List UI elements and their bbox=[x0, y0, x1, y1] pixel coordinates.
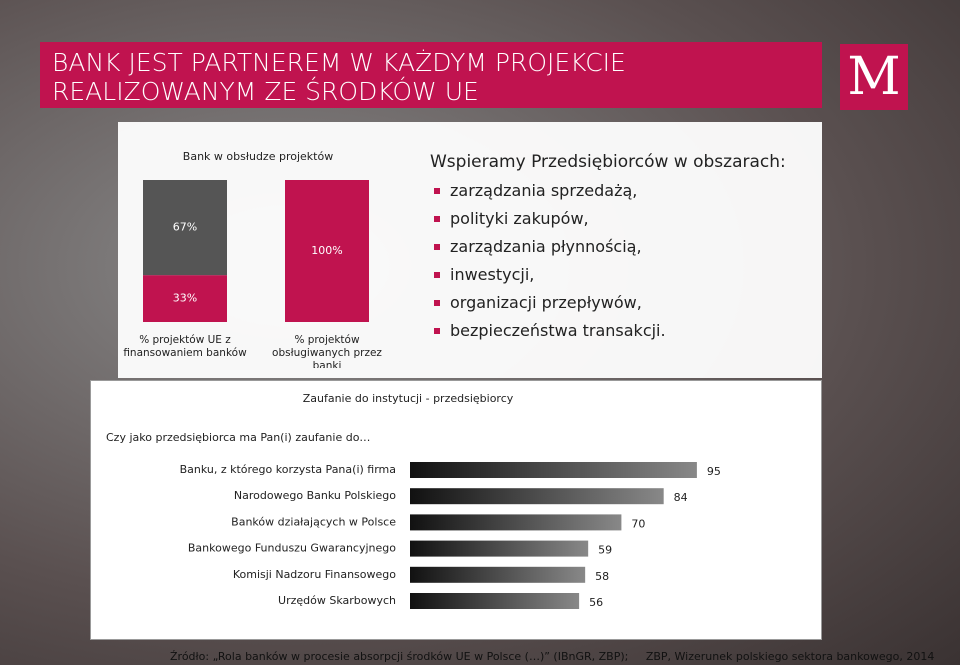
chart-title: Bank w obsłudze projektów bbox=[183, 150, 333, 163]
category-label: Komisji Nadzoru Finansowego bbox=[233, 568, 396, 581]
source: Źródło: „Rola banków w procesie absorpcj… bbox=[170, 650, 935, 663]
info: Wspieramy Przedsiębiorców w obszarach: z… bbox=[430, 152, 786, 340]
category-label: Banków działających w Polsce bbox=[231, 515, 396, 528]
category-label: Narodowego Banku Polskiego bbox=[234, 489, 396, 502]
info-item: organizacji przepływów, bbox=[430, 293, 786, 312]
bar bbox=[410, 593, 580, 609]
info-item: zarządzania płynnością, bbox=[430, 237, 786, 256]
bar bbox=[410, 514, 622, 531]
info-item: polityki zakupów, bbox=[430, 209, 786, 228]
value-label: 33% bbox=[173, 292, 197, 305]
value-label: 70 bbox=[631, 517, 645, 530]
title-bar: BANK JEST PARTNEREM W KAŻDYM PROJEKCIE R… bbox=[40, 42, 822, 108]
category-label: Bankowego Funduszu Gwarancyjnego bbox=[188, 542, 396, 555]
bar-segment bbox=[143, 180, 227, 276]
value-label: 84 bbox=[674, 491, 688, 504]
value-label: 58 bbox=[595, 570, 609, 583]
category-label: Banku, z którego korzysta Pana(i) firma bbox=[180, 463, 396, 476]
info-item: zarządzania sprzedażą, bbox=[430, 181, 786, 200]
category-label: Urzędów Skarbowych bbox=[278, 594, 396, 607]
info-heading: Wspieramy Przedsiębiorców w obszarach: bbox=[430, 152, 786, 172]
value-label: 56 bbox=[589, 596, 603, 609]
title-line: REALIZOWANYM ZE ŚRODKÓW UE bbox=[52, 77, 479, 106]
chart-subtitle: Czy jako przedsiębiorca ma Pan(i) zaufan… bbox=[106, 431, 370, 444]
category-label: % projektów UE z finansowaniem banków bbox=[123, 334, 247, 359]
bar bbox=[410, 566, 586, 583]
value-label: 59 bbox=[598, 544, 612, 557]
bar bbox=[410, 488, 664, 505]
bar bbox=[410, 540, 589, 557]
label-box: % projektów UE z finansowaniem banków bbox=[123, 334, 247, 359]
value-label: 100% bbox=[311, 244, 342, 257]
value-label: 95 bbox=[707, 465, 721, 478]
value-label: 67% bbox=[173, 221, 197, 234]
label-box: % projektów obsługiwanych przez banki bbox=[272, 334, 382, 368]
chart-title: Zaufanie do instytucji - przedsiębiorcy bbox=[303, 392, 514, 405]
info-item: bezpieczeństwa transakcji. bbox=[430, 321, 786, 340]
bar-segment bbox=[143, 275, 227, 322]
bar-segment bbox=[285, 180, 369, 322]
title-line: BANK JEST PARTNEREM W KAŻDYM PROJEKCIE bbox=[52, 48, 626, 77]
info-item: inwestycji, bbox=[430, 265, 786, 284]
category-label: % projektów obsługiwanych przez banki bbox=[272, 334, 382, 368]
panel bbox=[118, 122, 822, 378]
logo: M bbox=[840, 44, 908, 110]
bar bbox=[410, 462, 697, 478]
